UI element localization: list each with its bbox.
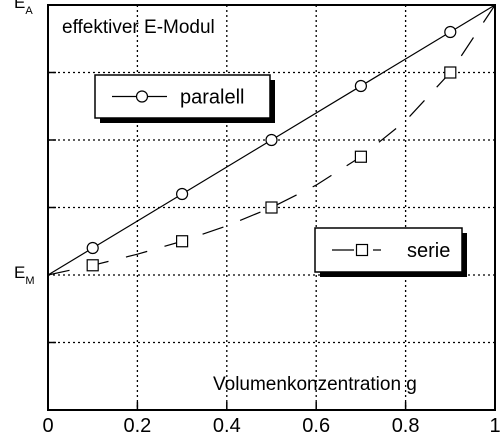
marker [86, 241, 99, 255]
y-tick-label: EM [14, 263, 35, 287]
x-axis-label: Volumenkonzentration g [213, 374, 417, 395]
x-tick-label: 1 [489, 415, 500, 436]
y-tick-label-sub: M [25, 275, 34, 287]
marker [354, 79, 367, 93]
x-tick-label: 0.4 [213, 415, 241, 436]
marker [444, 66, 457, 79]
y-tick-label-main: E [14, 263, 25, 282]
legend-marker [135, 90, 149, 103]
legend: paralell [94, 74, 275, 123]
marker [354, 150, 367, 163]
marker [176, 235, 189, 248]
legend-label: paralell [180, 87, 244, 109]
legend: serie [314, 227, 467, 277]
series-line [47, 4, 496, 276]
x-tick-label: 0.8 [392, 415, 420, 436]
marker [444, 25, 457, 39]
marker [265, 133, 278, 147]
legend-label: serie [407, 240, 450, 262]
marker [86, 259, 99, 272]
plot-frame [47, 4, 496, 411]
x-tick-label: 0 [42, 415, 53, 436]
y-tick-label-sub: A [25, 5, 33, 17]
y-tick-label-main: E [14, 0, 25, 12]
marker [176, 187, 189, 201]
x-tick-label: 0.6 [302, 415, 330, 436]
legend-marker [355, 243, 369, 257]
marker [265, 201, 278, 214]
y-tick-label: EA [14, 0, 33, 17]
chart-title: effektiver E-Modul [62, 17, 215, 38]
x-tick-label: 0.2 [123, 415, 151, 436]
